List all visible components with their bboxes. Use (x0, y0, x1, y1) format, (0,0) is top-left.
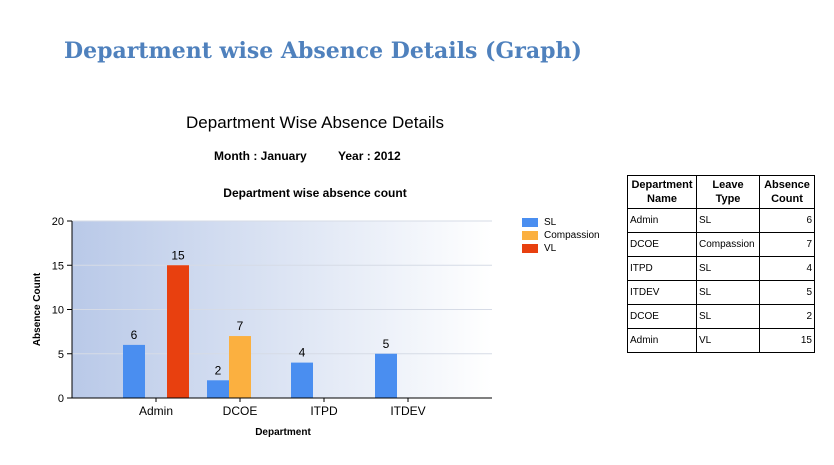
cell-leave-type: SL (696, 280, 760, 305)
legend-swatch (522, 244, 538, 253)
chart-legend: SL Compassion VL (522, 216, 600, 255)
y-tick-label: 0 (58, 393, 64, 405)
chart-period: Month : January Year : 2012 (214, 149, 401, 163)
cell-leave-type: SL (696, 256, 760, 281)
cell-leave-type: Compassion (696, 232, 760, 257)
cell-absence-count: 4 (759, 256, 815, 281)
cell-absence-count: 7 (759, 232, 815, 257)
legend-item: SL (522, 216, 600, 229)
header-department-name: Department Name (627, 175, 697, 209)
data-label: 5 (383, 337, 390, 351)
table-row: Admin SL 6 (627, 208, 815, 233)
data-label: 2 (215, 363, 222, 377)
cell-absence-count: 6 (759, 208, 815, 233)
data-label: 15 (171, 248, 185, 262)
cell-department: ITDEV (627, 280, 697, 305)
y-tick-label: 15 (52, 260, 64, 272)
bar-sl-dcoe (207, 380, 229, 398)
x-tick-label: Admin (139, 404, 173, 418)
bar-sl-admin (123, 344, 145, 398)
cell-department: Admin (627, 208, 697, 233)
cell-department: DCOE (627, 304, 697, 329)
header-absence-count: Absence Count (759, 175, 815, 209)
bar-sl-itpd (291, 362, 313, 398)
legend-swatch (522, 218, 538, 227)
data-label: 7 (237, 319, 244, 333)
bar-sl-itdev (375, 353, 397, 398)
cell-department: DCOE (627, 232, 697, 257)
y-tick-label: 20 (52, 216, 64, 228)
table-row: Admin VL 15 (627, 328, 815, 353)
y-axis-label: Absence Count (32, 272, 43, 346)
cell-absence-count: 2 (759, 304, 815, 329)
legend-swatch (522, 231, 538, 240)
legend-label: VL (544, 243, 557, 254)
chart-subtitle: Department wise absence count (223, 186, 407, 200)
cell-leave-type: SL (696, 304, 760, 329)
data-label: 4 (299, 346, 306, 360)
legend-label: Compassion (544, 230, 600, 241)
cell-leave-type: SL (696, 208, 760, 233)
cell-absence-count: 15 (759, 328, 815, 353)
x-axis-label: Department (255, 427, 311, 438)
x-tick-label: ITPD (310, 404, 338, 418)
cell-absence-count: 5 (759, 280, 815, 305)
cell-department: ITPD (627, 256, 697, 281)
month-label: Month : January (214, 149, 307, 163)
absence-table: Department Name Leave Type Absence Count… (627, 175, 815, 353)
table-header-row: Department Name Leave Type Absence Count (627, 175, 815, 209)
legend-item: Compassion (522, 229, 600, 242)
chart-title: Department Wise Absence Details (186, 113, 444, 132)
y-tick-label: 5 (58, 349, 64, 361)
page-heading: Department wise Absence Details (Graph) (64, 38, 582, 64)
legend-label: SL (544, 217, 557, 228)
bar-compassion-dcoe (229, 336, 251, 398)
year-label: Year : 2012 (338, 149, 401, 163)
x-tick-label: DCOE (223, 404, 258, 418)
table-row: DCOE SL 2 (627, 304, 815, 329)
table-row: ITPD SL 4 (627, 256, 815, 281)
header-leave-type: Leave Type (696, 175, 760, 209)
legend-item: VL (522, 242, 600, 255)
cell-leave-type: VL (696, 328, 760, 353)
table-row: DCOE Compassion 7 (627, 232, 815, 257)
table-row: ITDEV SL 5 (627, 280, 815, 305)
bar-vl-admin (167, 265, 189, 398)
data-label: 6 (131, 328, 138, 342)
x-tick-label: ITDEV (390, 404, 425, 418)
y-tick-label: 10 (52, 305, 64, 317)
cell-department: Admin (627, 328, 697, 353)
